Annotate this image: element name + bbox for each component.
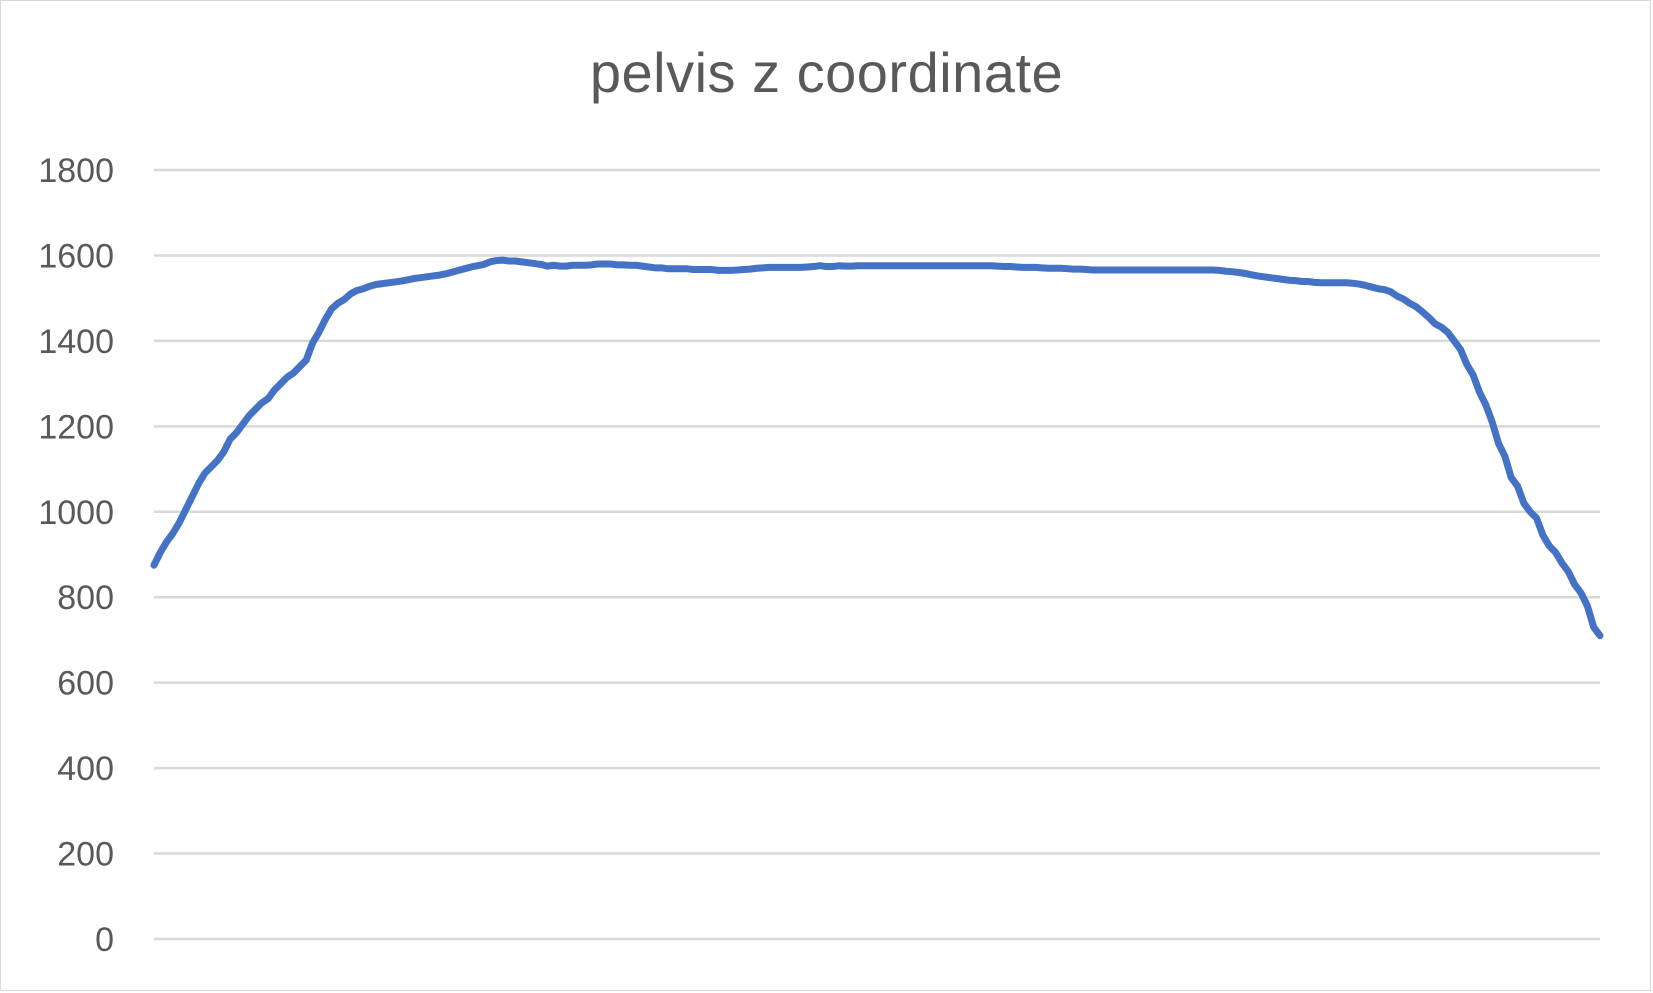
chart-title: pelvis z coordinate xyxy=(589,41,1064,104)
y-tick-label: 1800 xyxy=(38,152,114,190)
y-axis-tick-labels: 0 200 400 600 800 1000 1200 1400 1600 1800 xyxy=(38,152,114,959)
y-tick-label: 1400 xyxy=(38,323,114,361)
series-layer xyxy=(150,256,1604,640)
y-tick-label: 0 xyxy=(95,921,114,959)
y-tick-label: 800 xyxy=(57,579,114,617)
y-tick-label: 600 xyxy=(57,665,114,703)
y-tick-label: 400 xyxy=(57,750,114,788)
series-line-0 xyxy=(150,256,1604,640)
y-tick-label: 200 xyxy=(57,836,114,874)
y-tick-label: 1200 xyxy=(38,408,114,446)
y-tick-label: 1000 xyxy=(38,494,114,532)
y-tick-label: 1600 xyxy=(38,237,114,275)
gridlines xyxy=(154,168,1600,941)
